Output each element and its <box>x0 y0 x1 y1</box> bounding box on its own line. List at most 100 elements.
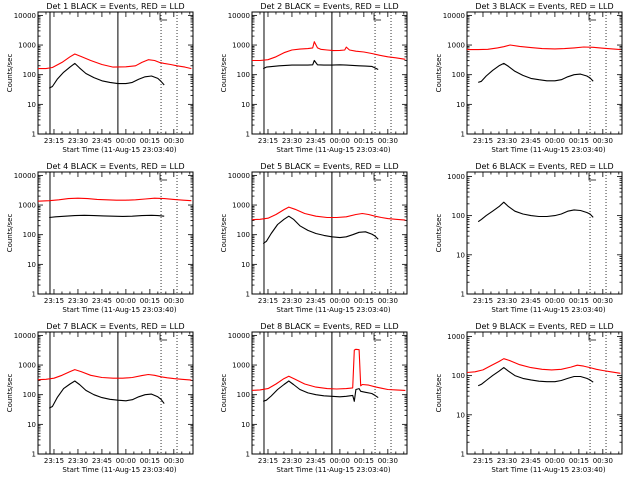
lld-series-line <box>251 348 406 391</box>
x-tick-label: 23:15 <box>44 297 64 305</box>
y-tick-label: 1 <box>246 291 250 299</box>
lld-series-line <box>466 358 621 374</box>
plot-title: Det 1 BLACK = Events, RED = LLD <box>46 2 184 11</box>
corner-marker <box>159 13 168 21</box>
x-tick-label: 23:15 <box>44 137 64 145</box>
plot-panel-9: Det 9 BLACK = Events, RED = LLD 1 10 100 100… <box>435 322 623 474</box>
y-tick-label: 1 <box>246 131 250 139</box>
x-axis-label: Start Time (11-Aug-15 23:03:40) <box>62 466 176 474</box>
x-tick-label: 23:30 <box>282 457 302 465</box>
events-series-line <box>477 367 594 387</box>
x-tick-label: 23:15 <box>473 297 493 305</box>
x-tick-label: 00:15 <box>140 297 160 305</box>
plot-title: Det 6 BLACK = Events, RED = LLD <box>475 162 613 171</box>
x-axis-label: Start Time (11-Aug-15 23:03:40) <box>62 306 176 314</box>
y-tick-label: 100 <box>452 71 465 79</box>
corner-marker <box>159 173 168 181</box>
y-axis-label: Counts/sec <box>6 214 14 253</box>
x-tick-label: 00:30 <box>164 297 184 305</box>
plot-title: Det 3 BLACK = Events, RED = LLD <box>475 2 613 11</box>
y-tick-label: 100 <box>23 71 36 79</box>
x-tick-label: 00:30 <box>378 137 398 145</box>
y-tick-label: 1000 <box>18 362 36 370</box>
plot-frame <box>466 11 623 135</box>
plot-frame <box>251 11 408 135</box>
x-tick-label: 00:30 <box>378 457 398 465</box>
y-tick-label: 100 <box>237 71 250 79</box>
x-axis-label: Start Time (11-Aug-15 23:03:40) <box>491 146 605 154</box>
plot-frame <box>251 171 408 295</box>
x-axis-label: Start Time (11-Aug-15 23:03:40) <box>276 306 390 314</box>
lld-series-line <box>251 206 406 221</box>
x-tick-label: 00:00 <box>545 297 565 305</box>
y-tick-label: 1000 <box>232 362 250 370</box>
y-tick-label: 10000 <box>14 172 36 180</box>
y-axis-label: Counts/sec <box>435 214 443 253</box>
x-tick-label: 23:15 <box>44 457 64 465</box>
y-axis-label: Counts/sec <box>6 54 14 93</box>
y-tick-label: 10000 <box>443 12 465 20</box>
y-tick-label: 1 <box>32 291 36 299</box>
corner-marker <box>159 333 168 341</box>
x-tick-label: 23:45 <box>306 457 326 465</box>
x-tick-label: 00:30 <box>378 297 398 305</box>
y-axis-label: Counts/sec <box>6 374 14 413</box>
y-tick-label: 10000 <box>228 172 250 180</box>
corner-marker <box>588 13 597 21</box>
corner-marker <box>373 13 382 21</box>
y-axis-label: Counts/sec <box>220 54 228 93</box>
x-tick-label: 23:15 <box>473 137 493 145</box>
x-tick-label: 00:00 <box>545 457 565 465</box>
y-tick-label: 10000 <box>14 332 36 340</box>
x-tick-label: 00:30 <box>593 297 613 305</box>
y-tick-label: 1 <box>461 291 465 299</box>
x-tick-label: 00:15 <box>354 297 374 305</box>
plot-panel-1: Det 1 BLACK = Events, RED = LLD 1 10 100 100… <box>6 2 194 154</box>
plot-frame <box>466 171 623 295</box>
y-tick-label: 100 <box>23 231 36 239</box>
plot-frame <box>37 171 194 295</box>
events-series-line <box>262 215 379 245</box>
x-tick-label: 23:30 <box>497 457 517 465</box>
x-tick-label: 23:15 <box>258 457 278 465</box>
y-tick-label: 10 <box>27 421 36 429</box>
lld-series-line <box>37 197 192 202</box>
y-tick-label: 1000 <box>447 42 465 50</box>
plot-frame <box>37 331 194 455</box>
y-tick-label: 10000 <box>228 332 250 340</box>
plot-frame <box>251 331 408 455</box>
plot-panel-3: Det 3 BLACK = Events, RED = LLD 1 10 100 100… <box>435 2 623 154</box>
x-axis-label: Start Time (11-Aug-15 23:03:40) <box>491 466 605 474</box>
plot-panel-2: Det 2 BLACK = Events, RED = LLD 1 10 100 100… <box>220 2 408 154</box>
corner-marker <box>588 333 597 341</box>
plot-panel-7: Det 7 BLACK = Events, RED = LLD 1 10 100 100… <box>6 322 194 474</box>
x-tick-label: 00:15 <box>140 137 160 145</box>
x-tick-label: 23:30 <box>68 137 88 145</box>
y-tick-label: 100 <box>23 391 36 399</box>
x-tick-label: 23:45 <box>306 297 326 305</box>
x-tick-label: 23:30 <box>68 457 88 465</box>
x-tick-label: 23:30 <box>497 137 517 145</box>
y-tick-label: 10 <box>456 101 465 109</box>
plot-frame <box>37 11 194 135</box>
events-series-line <box>477 201 594 223</box>
plot-panel-5: Det 5 BLACK = Events, RED = LLD 1 10 100 100… <box>220 162 408 314</box>
x-tick-label: 23:30 <box>282 137 302 145</box>
y-tick-label: 1000 <box>18 202 36 210</box>
x-tick-label: 23:15 <box>258 297 278 305</box>
x-tick-label: 00:30 <box>593 457 613 465</box>
y-tick-label: 10 <box>27 101 36 109</box>
lld-series-line <box>37 369 192 381</box>
y-axis-label: Counts/sec <box>435 374 443 413</box>
y-tick-label: 1000 <box>447 333 465 341</box>
lld-series-line <box>467 44 621 51</box>
plot-panel-8: Det 8 BLACK = Events, RED = LLD 1 10 100 100… <box>220 322 408 474</box>
plot-frame <box>466 331 623 455</box>
events-series-line <box>48 380 165 409</box>
x-tick-label: 00:00 <box>116 457 136 465</box>
y-tick-label: 100 <box>237 231 250 239</box>
y-tick-label: 1000 <box>232 42 250 50</box>
plot-title: Det 8 BLACK = Events, RED = LLD <box>260 322 398 331</box>
x-tick-label: 00:15 <box>140 457 160 465</box>
